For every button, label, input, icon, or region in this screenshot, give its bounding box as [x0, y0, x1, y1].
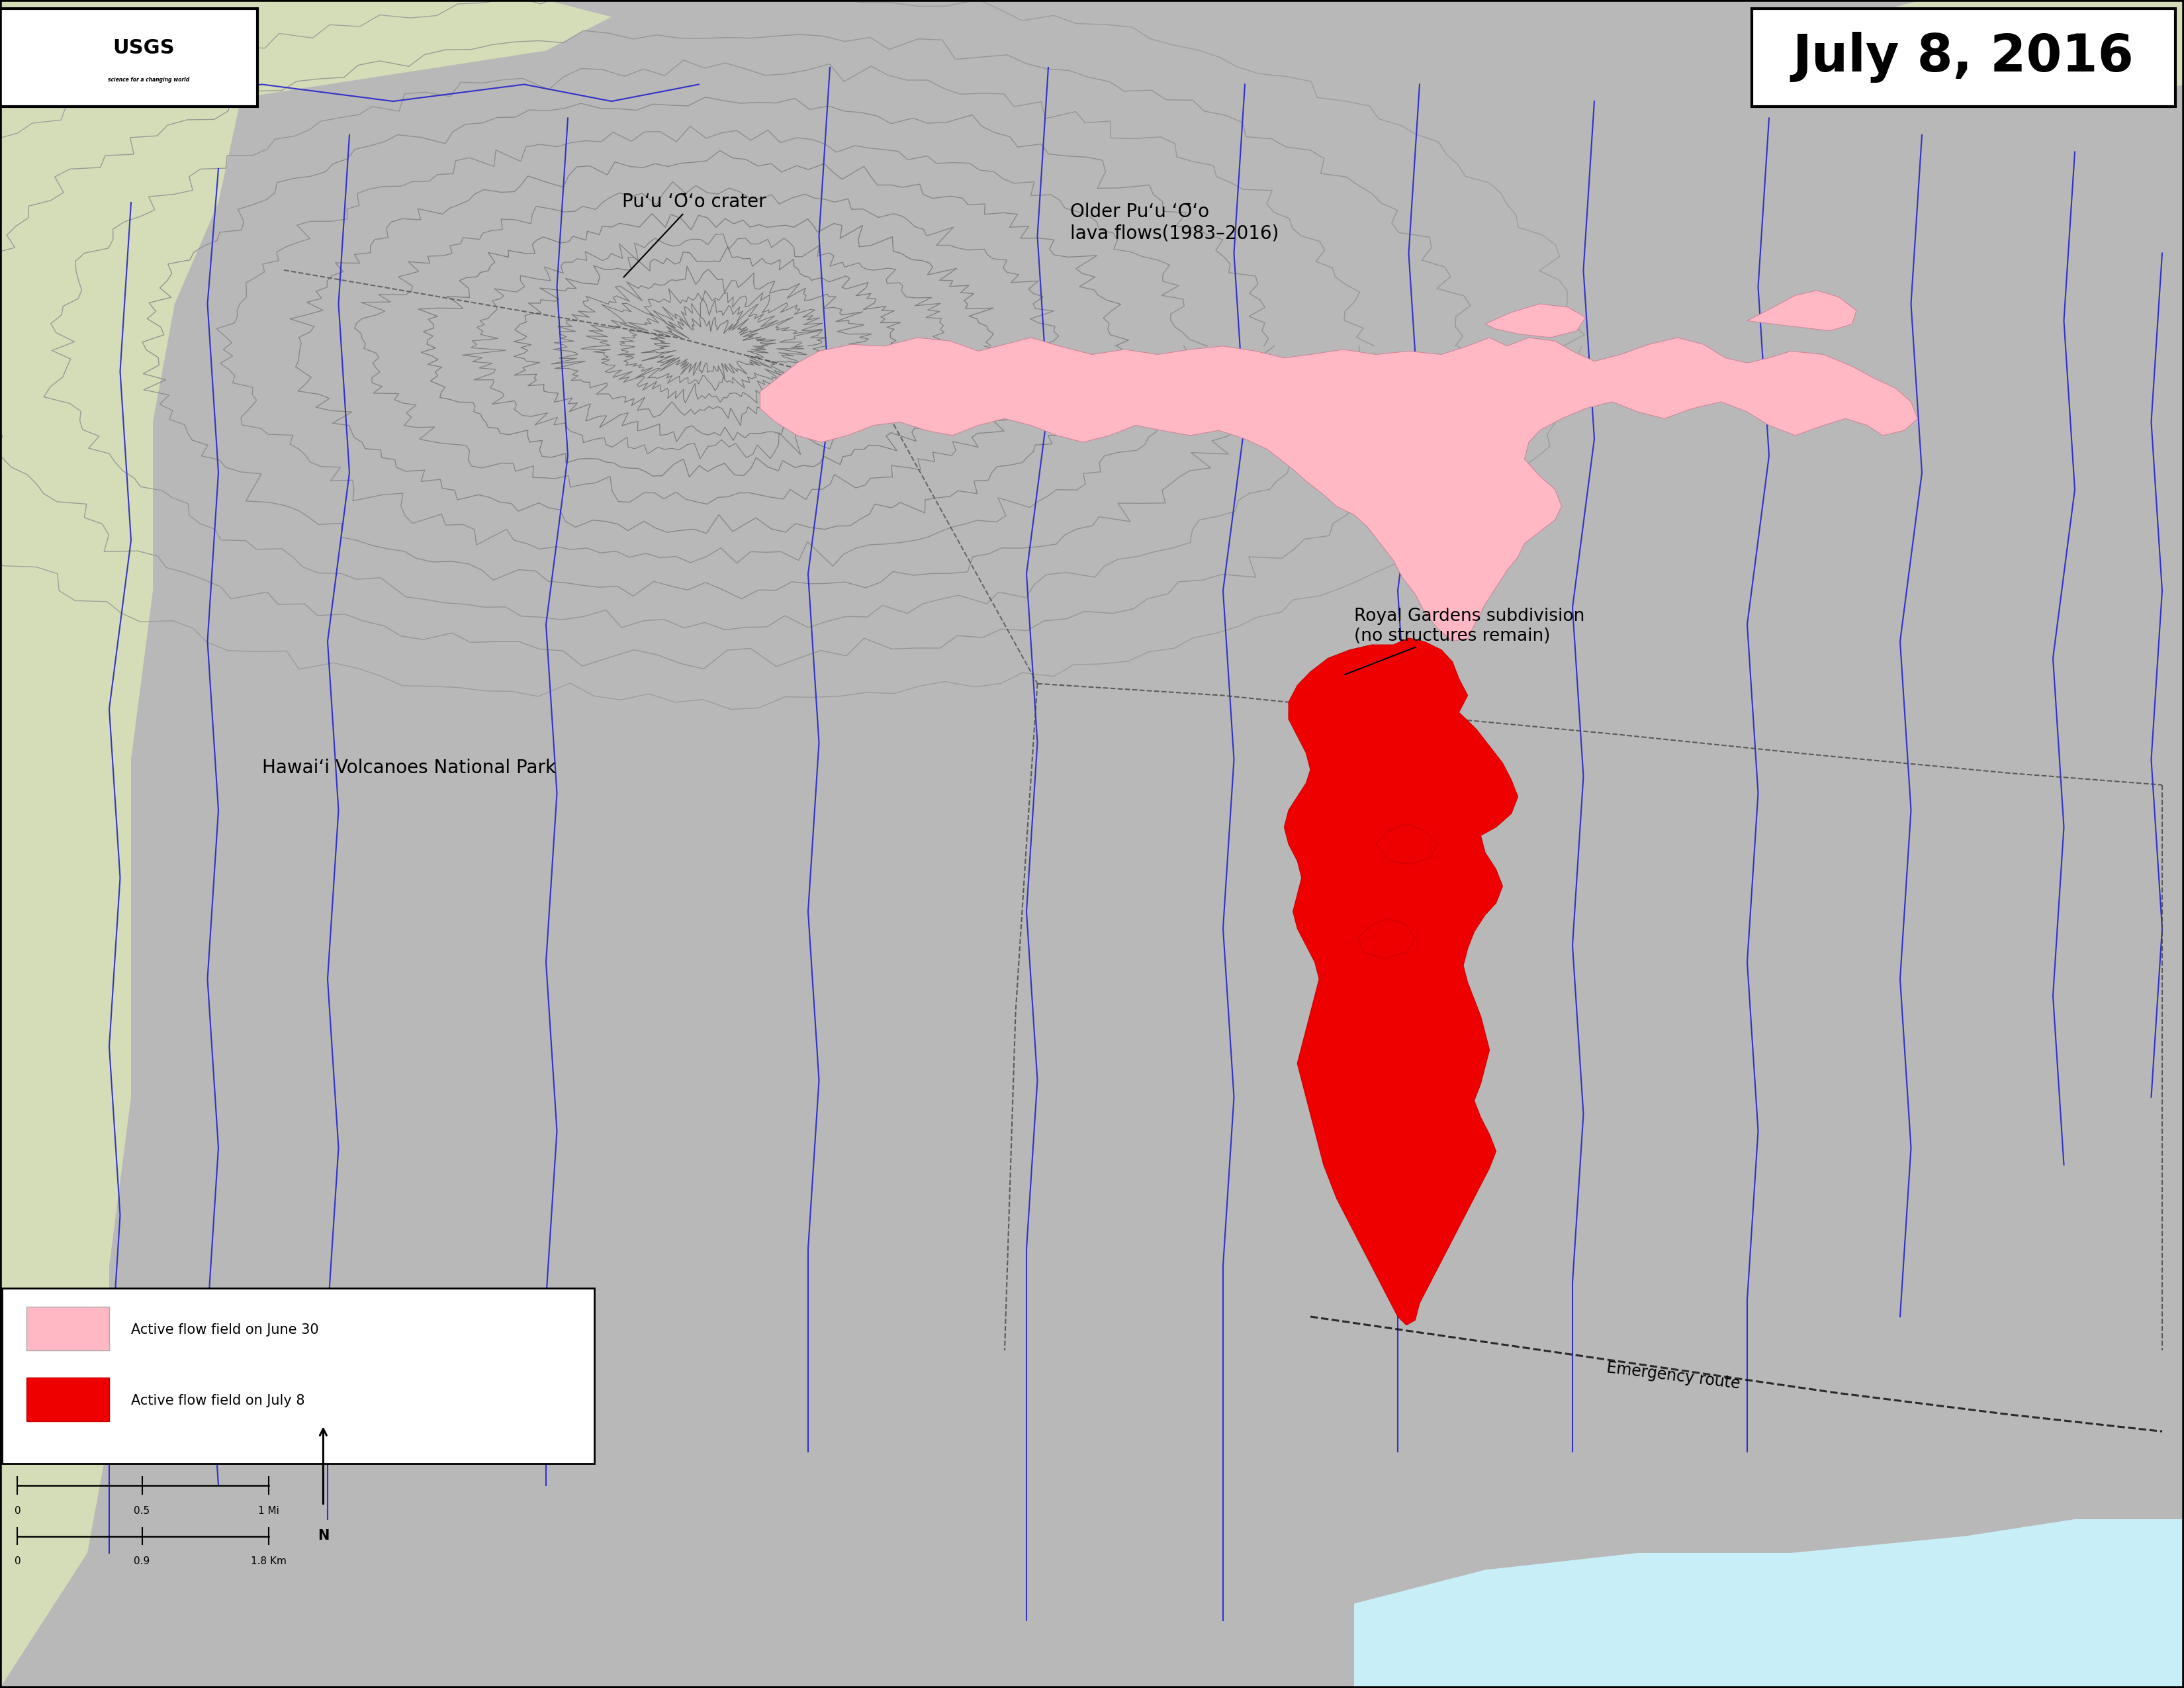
Text: Active flow field on July 8: Active flow field on July 8	[131, 1394, 306, 1408]
Text: Puʻu ʻŌʻo crater: Puʻu ʻŌʻo crater	[622, 192, 767, 277]
FancyBboxPatch shape	[2, 1288, 594, 1463]
Polygon shape	[760, 338, 1918, 641]
FancyBboxPatch shape	[1752, 8, 2175, 106]
Text: USGS: USGS	[111, 39, 175, 57]
Polygon shape	[1376, 824, 1437, 864]
Text: Older Puʻu ʻŌʻo
lava flows(1983–2016): Older Puʻu ʻŌʻo lava flows(1983–2016)	[1070, 203, 1280, 243]
Text: 0: 0	[15, 1506, 20, 1516]
Polygon shape	[0, 0, 240, 1688]
Polygon shape	[0, 0, 612, 203]
Polygon shape	[1354, 1519, 2184, 1688]
Polygon shape	[1485, 304, 1586, 338]
Text: N: N	[317, 1529, 330, 1543]
Bar	[26, 1377, 109, 1421]
Text: Hawaiʻi Volcanoes National Park: Hawaiʻi Volcanoes National Park	[262, 760, 557, 776]
Text: 1 Mi: 1 Mi	[258, 1506, 280, 1516]
Text: science for a changing world: science for a changing world	[107, 78, 190, 83]
Text: Emergency route: Emergency route	[1605, 1359, 1741, 1393]
Text: 0.5: 0.5	[133, 1506, 151, 1516]
Text: July 8, 2016: July 8, 2016	[1793, 32, 2134, 83]
FancyBboxPatch shape	[0, 8, 258, 106]
Text: 0.9: 0.9	[133, 1556, 151, 1566]
Text: Active flow field on June 30: Active flow field on June 30	[131, 1323, 319, 1337]
Polygon shape	[1791, 0, 2184, 101]
Polygon shape	[1358, 918, 1415, 959]
Text: Royal Gardens subdivision
(no structures remain): Royal Gardens subdivision (no structures…	[1345, 608, 1586, 675]
Text: 1.8 Km: 1.8 Km	[251, 1556, 286, 1566]
Polygon shape	[1747, 290, 1856, 331]
Text: 0: 0	[15, 1556, 20, 1566]
Bar	[26, 1307, 109, 1350]
Polygon shape	[1284, 638, 1518, 1325]
